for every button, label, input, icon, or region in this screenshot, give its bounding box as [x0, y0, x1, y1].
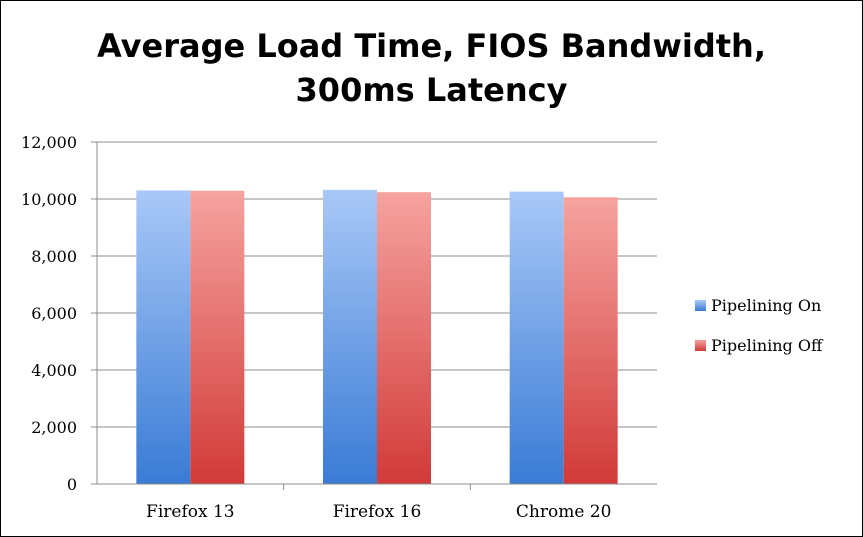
- y-tick-label: 0: [67, 475, 77, 494]
- axes: [96, 142, 657, 490]
- chart-title: Average Load Time, FIOS Bandwidth, 300ms…: [0, 24, 863, 112]
- bar-pipelining-on-chrome-20: [509, 191, 564, 484]
- bar-pipelining-off-firefox-13: [190, 190, 245, 485]
- bar-pipelining-on-firefox-13: [136, 190, 191, 484]
- y-tick-label: 10,000: [21, 190, 77, 209]
- x-category-label: Firefox 13: [146, 502, 235, 522]
- y-tick-label: 6,000: [31, 304, 77, 323]
- legend: Pipelining On Pipelining Off: [695, 296, 824, 355]
- y-tick-label: 2,000: [31, 418, 77, 437]
- y-tick-label: 12,000: [21, 133, 77, 152]
- x-category-labels: Firefox 13 Firefox 16 Chrome 20: [146, 502, 611, 522]
- chart-title-line-1: Average Load Time, FIOS Bandwidth,: [97, 27, 766, 65]
- legend-swatch: [695, 340, 706, 351]
- bars: [136, 189, 618, 485]
- legend-swatch: [695, 300, 706, 311]
- legend-label: Pipelining Off: [711, 336, 824, 355]
- legend-label: Pipelining On: [711, 296, 821, 315]
- x-category-label: Chrome 20: [516, 502, 612, 522]
- bar-pipelining-off-chrome-20: [563, 197, 618, 485]
- chart-title-line-2: 300ms Latency: [295, 71, 568, 109]
- bar-pipelining-off-firefox-16: [377, 192, 431, 484]
- y-tick-label: 8,000: [31, 247, 77, 266]
- bar-pipelining-on-firefox-16: [323, 189, 377, 484]
- x-category-label: Firefox 16: [333, 502, 422, 522]
- y-tick-labels: 0 2,000 4,000 6,000 8,000 10,000 12,000: [21, 133, 77, 494]
- y-tick-label: 4,000: [31, 361, 77, 380]
